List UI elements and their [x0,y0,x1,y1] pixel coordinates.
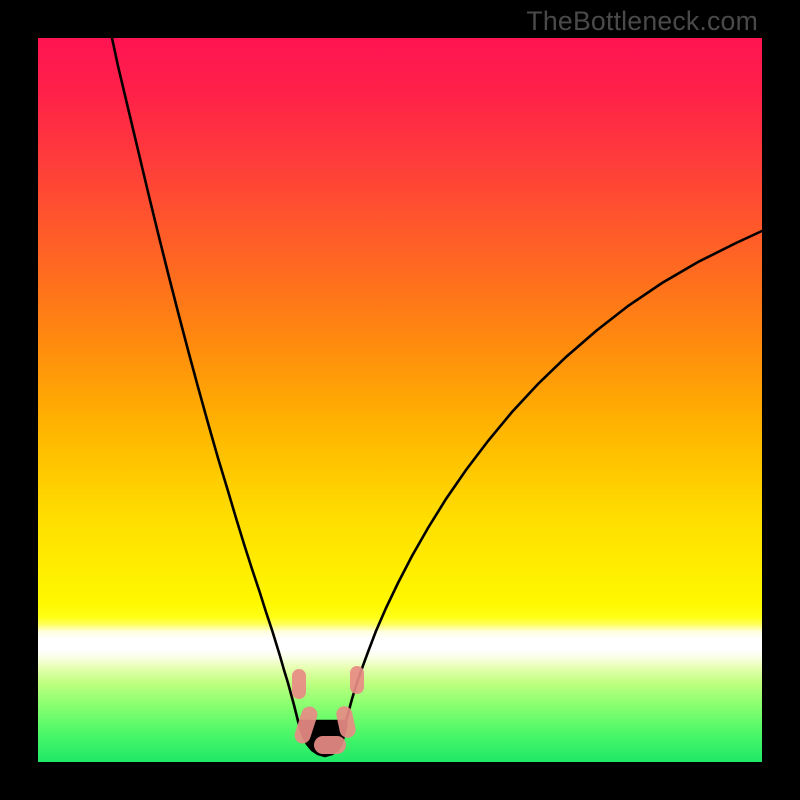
watermark-text: TheBottleneck.com [526,6,758,37]
gradient-background [38,38,762,762]
pink-marker [350,666,364,694]
chart-svg [38,38,762,762]
plot-area [38,38,762,762]
pink-marker [314,736,346,754]
pink-marker [292,669,306,699]
